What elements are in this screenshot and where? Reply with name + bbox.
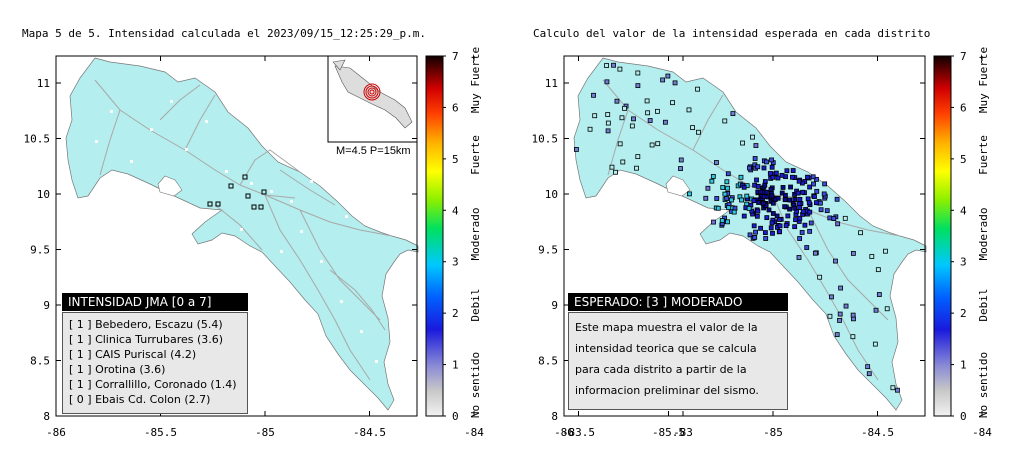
colorbar-category-label: No sentido <box>469 352 482 418</box>
map1-title: Mapa 5 de 5. Intensidad calculada el 202… <box>22 27 426 40</box>
x-tick-label: -84.5 <box>353 426 386 439</box>
x-tick-label: -84 <box>464 426 484 439</box>
map2-road-network <box>602 79 901 381</box>
colorbar-tick-label: 6 <box>960 101 967 114</box>
colorbar-left <box>425 55 444 417</box>
map2-legend-text: Este mapa muestra el valor de la intensi… <box>575 321 759 397</box>
map2-district-markers <box>573 62 900 393</box>
map1-road-network <box>94 79 393 381</box>
y-tick-label: 11 <box>37 77 50 90</box>
colorbar-category-label: Moderado <box>977 208 990 261</box>
y-tick-label: 8.5 <box>30 355 50 368</box>
y-tick-label: 11 <box>545 77 558 90</box>
colorbar-tick-label: 7 <box>960 50 967 63</box>
x-tick-label: -86 <box>46 426 66 439</box>
map1-inset <box>327 55 418 143</box>
axes-labels: -86 -85.5 -85 -84.5 -84 -83.5 -8388.599.51010.… <box>24 56 992 439</box>
y-tick-label: 9 <box>43 299 50 312</box>
y-tick-label: 8 <box>551 410 558 423</box>
y-tick-label: 9 <box>551 299 558 312</box>
y-tick-label: 10.5 <box>24 133 51 146</box>
colorbar-tick-label: 3 <box>960 256 967 269</box>
x-tick-label: -83.5 <box>562 426 595 439</box>
x-tick-label: -85 <box>763 426 783 439</box>
epicenter-icon <box>363 83 381 101</box>
colorbar-tick-label: 0 <box>960 410 967 423</box>
colorbar-tick-label: 1 <box>452 359 459 372</box>
colorbar-tick-label: 0 <box>452 410 459 423</box>
colorbar-tick-label: 2 <box>960 307 967 320</box>
y-tick-label: 10.5 <box>532 133 559 146</box>
colorbar-category-label: Fuerte <box>977 135 990 175</box>
legend-item: [ 1 ] Bebedero, Escazu (5.4) <box>69 318 223 331</box>
legend-item: [ 1 ] Corrallillo, Coronado (1.4) <box>69 378 237 391</box>
inset-caption: M=4.5 P=15km <box>336 145 411 157</box>
map2-title: Calculo del valor de la intensidad esper… <box>533 27 931 40</box>
y-tick-label: 9.5 <box>30 244 50 257</box>
colorbar-ticks: 0 1 2 3 4 5 6 7 No sentido Debil Moderado Fuerte Muy… <box>443 47 990 423</box>
colorbar-tick-label: 6 <box>452 101 459 114</box>
colorbar-category-label: Fuerte <box>469 135 482 175</box>
legend-item: [ 1 ] Clinica Turrubares (3.6) <box>69 333 224 346</box>
colorbar-tick-label: 4 <box>960 204 967 217</box>
map1-station-markers <box>207 174 267 210</box>
legend-item: [ 1 ] Orotina (3.6) <box>69 363 166 376</box>
y-tick-label: 8.5 <box>538 355 558 368</box>
legend-item: [ 1 ] CAIS Puriscal (4.2) <box>69 348 197 361</box>
colorbar-tick-label: 5 <box>452 153 459 166</box>
map2-legend-title: ESPERADO: [3 ] MODERADO <box>568 293 788 311</box>
x-tick-label: -85.5 <box>144 426 177 439</box>
map1-legend-title: INTENSIDAD JMA [0 a 7] <box>62 293 248 311</box>
x-tick-label: -84.5 <box>861 426 894 439</box>
colorbar-tick-label: 2 <box>452 307 459 320</box>
map1-legend-box: [ 1 ] Bebedero, Escazu (5.4) [ 1 ] Clini… <box>62 312 248 414</box>
colorbar-tick-label: 5 <box>960 153 967 166</box>
colorbar-category-label: Muy Fuerte <box>977 47 990 113</box>
x-tick-label: -85.5 <box>652 426 685 439</box>
colorbar-tick-label: 4 <box>452 204 459 217</box>
y-tick-label: 9.5 <box>538 244 558 257</box>
colorbar-category-label: Moderado <box>469 208 482 261</box>
y-tick-label: 10 <box>37 188 50 201</box>
colorbar-tick-label: 1 <box>960 359 967 372</box>
x-tick-label: -86 <box>554 426 574 439</box>
colorbar-category-label: Debil <box>469 288 482 321</box>
map1-stations <box>95 100 378 363</box>
colorbar-category-label: Debil <box>977 288 990 321</box>
map2-legend-box: Este mapa muestra el valor de la intensi… <box>568 312 788 410</box>
y-tick-label: 10 <box>545 188 558 201</box>
legend-item: [ 0 ] Ebais Cd. Colon (2.7) <box>69 393 211 406</box>
x-tick-label: -84 <box>972 426 992 439</box>
x-tick-label: -83 <box>673 426 693 439</box>
colorbar-tick-label: 3 <box>452 256 459 269</box>
colorbar-right <box>933 55 952 417</box>
colorbar-tick-label: 7 <box>452 50 459 63</box>
colorbar-category-label: No sentido <box>977 352 990 418</box>
x-tick-label: -85 <box>255 426 275 439</box>
y-tick-label: 8 <box>43 410 50 423</box>
colorbar-category-label: Muy Fuerte <box>469 47 482 113</box>
